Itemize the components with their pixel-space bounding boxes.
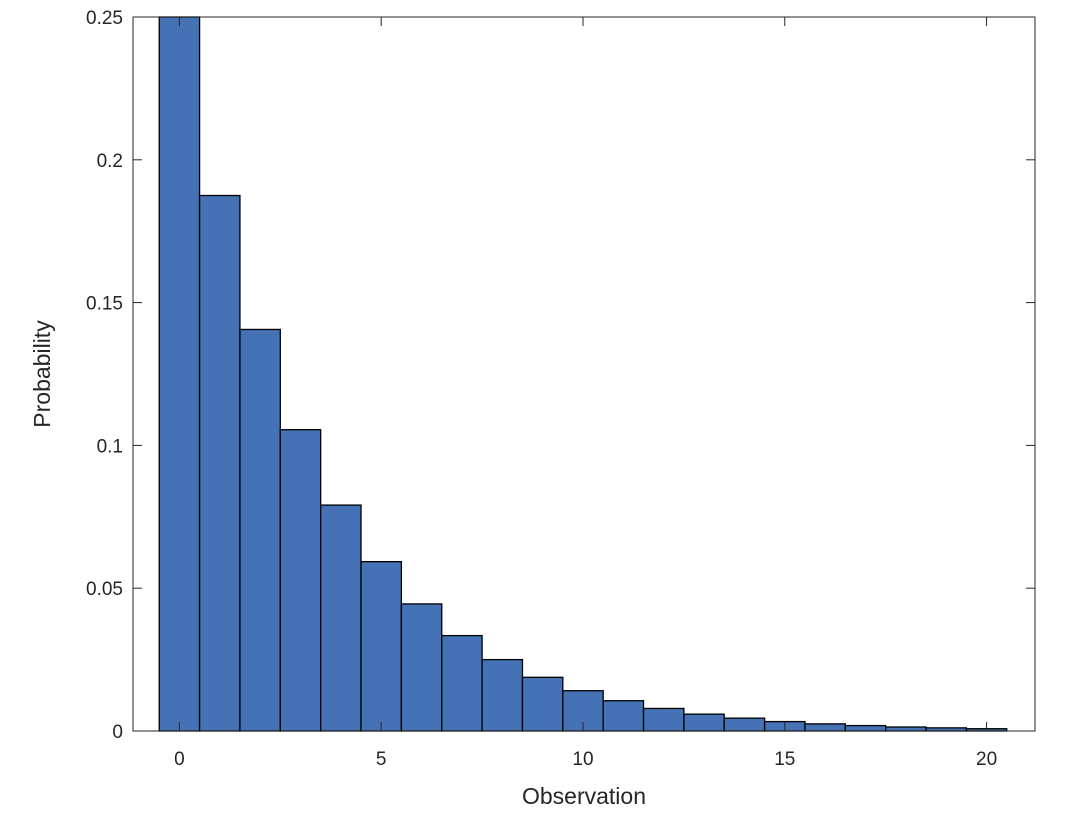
x-tick-label: 10 [572,749,593,770]
bars-group [158,16,1008,732]
histogram-bar [158,16,201,732]
x-tick-label: 0 [174,749,185,770]
histogram-bar [239,328,281,732]
histogram-bar [804,723,846,732]
x-tick-label: 20 [976,749,997,770]
y-tick-label: 0.25 [86,8,123,29]
histogram-bar [279,429,322,732]
y-tick-label: 0.15 [86,294,123,315]
plot-area-box [132,16,1036,732]
histogram-bar [885,726,927,732]
histogram-bar [441,634,483,732]
histogram-bar [683,713,725,732]
histogram-bar [521,676,564,732]
histogram-bar [844,724,887,732]
y-axis-label: Probability [29,320,55,428]
histogram-bar [642,707,685,732]
histogram-bar [481,658,524,732]
histogram-bar [602,700,645,732]
histogram-bar [723,717,766,732]
histogram-bar [198,194,241,732]
histogram-bar [360,560,403,732]
x-tick-label: 15 [774,749,795,770]
x-axis-label: Observation [522,783,646,809]
y-tick-label: 0.2 [97,151,123,172]
y-tick-label: 0 [112,722,123,743]
y-tick-label: 0.1 [97,436,123,457]
x-tick-label: 5 [376,749,387,770]
histogram-bar [400,603,443,732]
y-tick-label: 0.05 [86,579,123,600]
histogram-bar [320,504,362,732]
ticks-group: 0 5 10 15 20 0 0.05 0.1 0.15 0.2 0.25 [86,8,1035,770]
